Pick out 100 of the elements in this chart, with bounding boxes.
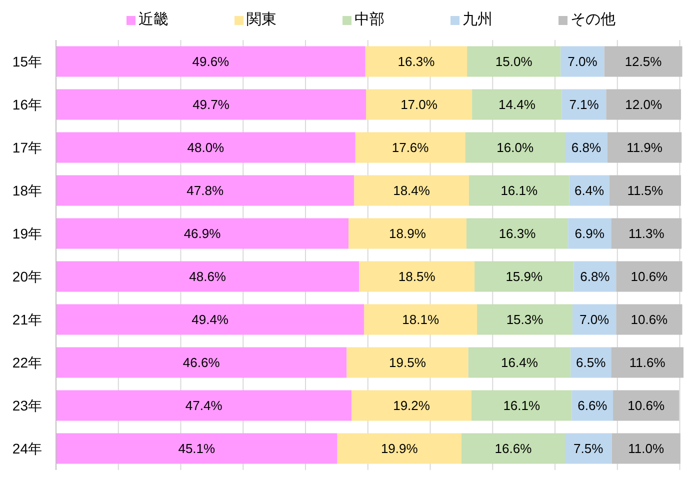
y-tick-label: 18年 [12, 182, 42, 198]
bar [56, 390, 352, 421]
text: 16.1% [503, 398, 540, 413]
bar [474, 261, 574, 292]
bar [365, 46, 468, 77]
text: 6.4% [574, 183, 604, 198]
text: 6.9% [574, 226, 604, 241]
bar [560, 46, 604, 77]
text: 18.5% [398, 269, 436, 284]
y-tick-label: 15年 [12, 54, 42, 70]
y-tick-label: 16年 [12, 96, 42, 112]
bar [613, 390, 680, 421]
bar [606, 89, 682, 120]
bar [337, 433, 462, 464]
bar [574, 261, 616, 292]
bar [56, 433, 338, 464]
bar [472, 89, 562, 120]
y-tick-label: 22年 [12, 354, 42, 370]
text: 15.0% [495, 54, 532, 69]
bar [346, 347, 468, 378]
y-tick-label: 20年 [12, 268, 42, 284]
legend-label: 関東 [246, 11, 276, 28]
bar [611, 218, 682, 249]
text: 49.6% [192, 54, 230, 69]
text: 11.5% [627, 183, 664, 198]
bar [609, 175, 682, 206]
text: 48.6% [189, 269, 226, 284]
text: 10.6% [630, 312, 668, 327]
bar [468, 347, 571, 378]
bar [467, 46, 561, 77]
text: 12.0% [625, 97, 662, 112]
bar [562, 89, 606, 120]
text: 10.6% [628, 398, 665, 413]
text: 6.8% [571, 140, 602, 155]
text: 19.2% [393, 398, 430, 413]
y-tick-label: 19年 [12, 226, 42, 242]
bar [611, 347, 684, 378]
text: 49.7% [192, 97, 230, 112]
bar [616, 304, 682, 335]
bar [572, 390, 614, 421]
text: 16.4% [501, 355, 538, 370]
bar [56, 347, 347, 378]
text: 46.6% [182, 355, 220, 370]
bar [477, 304, 572, 335]
text: 16.3% [398, 54, 435, 69]
text: 47.8% [186, 183, 224, 198]
bar [366, 89, 472, 120]
text: 17.0% [400, 97, 438, 112]
bar [616, 261, 682, 292]
bar [466, 218, 568, 249]
legend-label: 近畿 [138, 11, 168, 28]
text: 7.5% [574, 441, 604, 456]
legend-label: 中部 [354, 11, 384, 28]
text: 11.9% [626, 140, 662, 155]
bar [568, 218, 612, 249]
bar [465, 132, 565, 163]
text: 6.8% [580, 269, 610, 284]
bar [607, 132, 682, 163]
bar [564, 433, 612, 464]
text: 18.4% [393, 183, 430, 198]
text: 16.6% [494, 441, 532, 456]
text: 10.6% [630, 269, 668, 284]
text: 18.9% [389, 226, 426, 241]
legend-label: 九州 [462, 11, 492, 28]
bar [355, 132, 466, 163]
text: 16.3% [498, 226, 536, 241]
text: 14.4% [498, 97, 536, 112]
bar [56, 89, 366, 120]
bar [56, 132, 356, 163]
text: 19.9% [380, 441, 418, 456]
text: 16.1% [500, 183, 538, 198]
bar [56, 175, 354, 206]
bar [604, 46, 682, 77]
text: 12.5% [624, 54, 662, 69]
y-tick-label: 17年 [12, 140, 42, 156]
bar [572, 304, 616, 335]
bar [56, 261, 360, 292]
text: 19.5% [389, 355, 426, 370]
bar [570, 347, 612, 378]
text: 47.4% [185, 398, 222, 413]
bar [471, 390, 572, 421]
text: 6.5% [576, 355, 606, 370]
text: 7.0% [568, 54, 598, 69]
bar [468, 175, 570, 206]
bar [461, 433, 565, 464]
y-tick-label: 23年 [12, 398, 42, 414]
text: 48.0% [187, 140, 224, 155]
bar [352, 390, 472, 421]
bar [56, 304, 364, 335]
bar [359, 261, 475, 292]
text: 11.6% [629, 355, 666, 370]
text: 7.1% [569, 97, 599, 112]
bar [564, 132, 608, 163]
bar [364, 304, 478, 335]
bar [569, 175, 610, 206]
text: 46.9% [184, 226, 221, 241]
text: 15.3% [506, 312, 544, 327]
bar [56, 46, 366, 77]
bar [56, 218, 349, 249]
text: 18.1% [402, 312, 440, 327]
